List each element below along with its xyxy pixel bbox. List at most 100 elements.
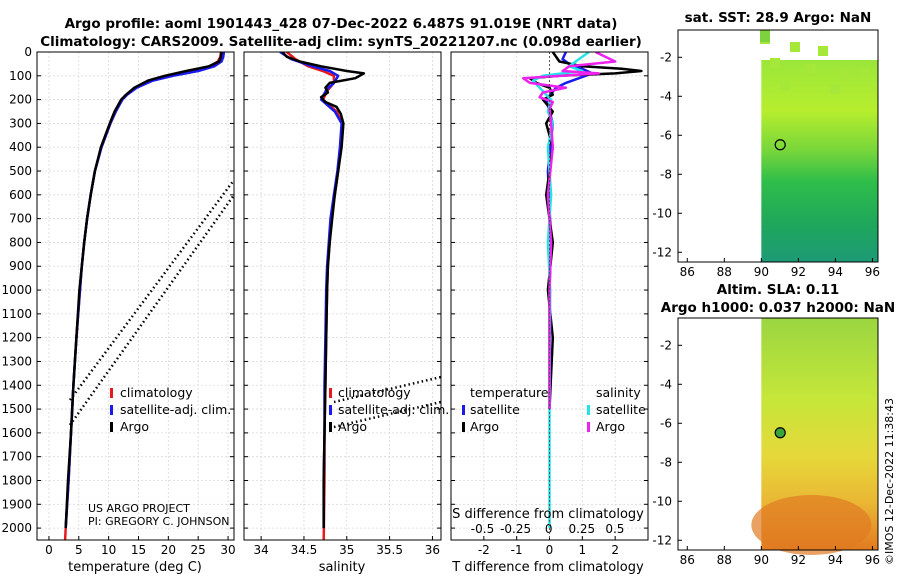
argo-position-marker: [774, 139, 786, 151]
x-tick-label: 30: [220, 543, 235, 557]
grid: [37, 51, 234, 540]
map-y-tick-label: -10: [652, 206, 672, 220]
x-tick-label: 0: [45, 543, 53, 557]
map-x-tick-label: 86: [680, 553, 695, 567]
legend-marker: [329, 422, 332, 432]
legend-title-salinity: salinity: [596, 385, 641, 400]
series-group: [521, 52, 643, 529]
legend-marker: [587, 405, 590, 415]
argo-position-marker: [774, 427, 786, 439]
legend-sal-climatology: climatology: [338, 385, 411, 400]
x-tick-label: 35.5: [376, 543, 403, 557]
sst-map-panel: 86 88 90 92 94 96 -2 -4 -6 -8 -10 -12: [652, 29, 880, 279]
y-tick-label: 300: [9, 116, 32, 130]
x-label-temperature: temperature (deg C): [68, 560, 202, 575]
y-tick-label: 1100: [1, 307, 32, 321]
legend-marker: [587, 422, 590, 432]
y-tick-label: 100: [9, 69, 32, 83]
sst-pixel: [770, 58, 780, 68]
sst-pixel: [805, 64, 815, 74]
map-x-tick-label: 88: [717, 265, 732, 279]
map-y-tick-label: -6: [660, 128, 672, 142]
x-tick-label: -1: [511, 543, 523, 557]
x-tick-label: 10: [101, 543, 116, 557]
y-tick-label: 1900: [1, 497, 32, 511]
x-tick-label: 25: [191, 543, 206, 557]
x-tick-label: -2: [478, 543, 490, 557]
legend-marker: [462, 405, 465, 415]
map-y-tick-label: -12: [652, 245, 672, 259]
map-x-tick-label: 94: [828, 553, 843, 567]
connector-dotted: [333, 375, 442, 404]
sst-pixel: [760, 30, 770, 42]
y-tick-label: 1600: [1, 426, 32, 440]
legend-satellite-adj: satellite-adj. clim.: [120, 402, 231, 417]
y-tick-label: 200: [9, 93, 32, 107]
legend-s-satellite: satellite: [596, 402, 646, 417]
x-label-salinity: salinity: [319, 560, 366, 575]
y-tick-label: 2000: [1, 521, 32, 535]
connector-dotted: [333, 400, 442, 429]
temperature-panel: 0 5 10 15 20 25 300100200300400500600700800900…: [1, 45, 235, 557]
credit-project: US ARGO PROJECT: [88, 502, 190, 515]
y-tick-label: 1500: [1, 402, 32, 416]
y-tick-label: 1800: [1, 473, 32, 487]
legend-marker: [110, 405, 113, 415]
y-tick-label: 600: [9, 188, 32, 202]
connector-dotted: [68, 194, 236, 426]
x2-tick-label: -0.5: [471, 522, 494, 536]
map-y-tick-label: -12: [652, 533, 672, 547]
x-label-t-diff: T difference from climatology: [451, 560, 644, 575]
header-line-2: Climatology: CARS2009. Satellite-adj cli…: [40, 34, 642, 50]
series-line-2: [281, 52, 366, 529]
map-y-tick-label: -4: [660, 89, 672, 103]
x2-tick-label: 0: [545, 522, 553, 536]
legend-marker: [329, 388, 332, 398]
series-line-2: [531, 52, 590, 529]
map-x-tick-label: 92: [791, 553, 806, 567]
series-line-3: [521, 52, 617, 410]
y-tick-label: 900: [9, 259, 32, 273]
sst-pixel: [840, 70, 850, 80]
x-tick-label: 1: [579, 543, 587, 557]
map-y-tick-label: -6: [660, 416, 672, 430]
sst-pixel: [818, 46, 828, 56]
sst-pixel: [790, 42, 800, 52]
map-x-tick-label: 96: [865, 553, 880, 567]
map-field: [761, 60, 878, 262]
imos-credit: ©IMOS 12-Dec-2022 11:38:43: [883, 398, 896, 565]
y-tick-label: 1400: [1, 378, 32, 392]
difference-panel: -2 -1 0 1 2 -0.5 -0.25 0 0.25 0.5: [450, 51, 649, 557]
map-x-tick-label: 90: [754, 553, 769, 567]
legend-marker: [462, 422, 465, 432]
sst-pixel: [830, 84, 840, 94]
y-tick-label: 1700: [1, 450, 32, 464]
x2-tick-label: -0.25: [500, 522, 531, 536]
salinity-panel: 34 34.5 35 35.5 36: [243, 51, 442, 557]
connector-dotted: [68, 179, 236, 401]
series-line-0: [63, 52, 223, 540]
sla-map-panel: 86 88 90 92 94 96 -2 -4 -6 -8 -10 -12: [652, 317, 880, 567]
map-x-tick-label: 90: [754, 265, 769, 279]
credit-pi: PI: GREGORY C. JOHNSON: [88, 515, 229, 528]
sla-map-subtitle: Argo h1000: 0.037 h2000: NaN: [661, 300, 895, 316]
map-y-tick-label: -8: [660, 167, 672, 181]
x-tick-label: 36: [425, 543, 440, 557]
sla-anomaly: [751, 495, 872, 555]
x-tick-label: 35: [339, 543, 354, 557]
sst-pixel: [860, 68, 870, 78]
y-tick-label: 1000: [1, 283, 32, 297]
sst-pixel: [780, 80, 790, 90]
difference-legend: temperature salinity satellite Argo sate…: [470, 385, 646, 434]
axes-frame: [243, 51, 442, 541]
legend-t-argo: Argo: [470, 419, 499, 434]
map-x-tick-label: 88: [717, 553, 732, 567]
y-tick-label: 0: [24, 45, 32, 59]
x-tick-label: 0: [546, 543, 554, 557]
map-y-tick-label: -10: [652, 494, 672, 508]
x2-tick-label: 0.5: [605, 522, 624, 536]
y-tick-label: 800: [9, 235, 32, 249]
x-tick-label: 34.5: [291, 543, 318, 557]
temperature-legend: climatology satellite-adj. clim. Argo: [120, 385, 231, 434]
